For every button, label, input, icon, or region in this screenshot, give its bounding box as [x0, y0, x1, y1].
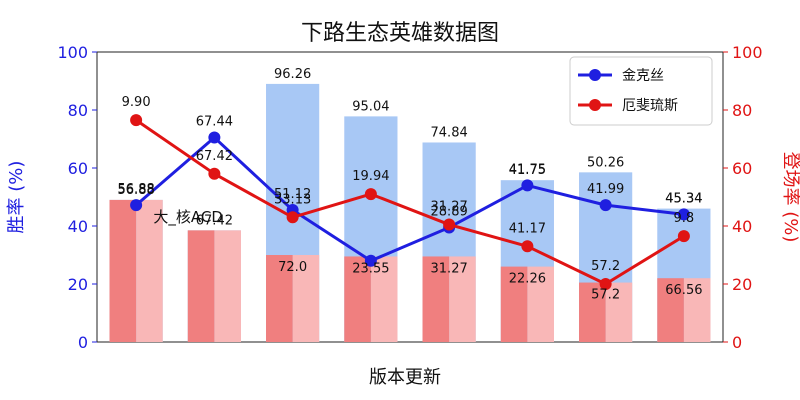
series-point-0 — [677, 208, 690, 221]
series-value-label-1: 19.94 — [352, 169, 389, 184]
series-point-0 — [599, 199, 612, 212]
series-value-label-1: 41.17 — [509, 221, 546, 236]
blue-bar-value-label: 96.26 — [274, 67, 311, 82]
red-bar-front — [344, 256, 371, 342]
red-bar-back — [605, 282, 633, 342]
annotation-label: 大_核ACD — [153, 208, 223, 227]
series-value-label-0: 41.75 — [509, 162, 546, 177]
red-bar-back — [683, 278, 711, 342]
red-bar-back — [449, 256, 476, 342]
legend-label-aphelios: 厄斐琉斯 — [622, 98, 678, 114]
y-axis-label-right: 登场率 (%) — [780, 152, 800, 243]
red-bar-value-label: 22.26 — [509, 272, 546, 287]
red-bar-back — [136, 199, 163, 342]
blue-bar-value-label: 56.88 — [118, 183, 155, 198]
red-bar-value-label: 23.55 — [352, 261, 389, 276]
red-bar-front — [422, 256, 450, 342]
blue-bar-value-label: 67.42 — [196, 213, 233, 228]
x-axis-label: 版本更新 — [369, 367, 441, 388]
red-bar-front — [657, 278, 684, 342]
red-bar-front — [109, 199, 137, 342]
series-value-label-0: 41.99 — [587, 182, 624, 197]
series-point-1 — [208, 167, 221, 180]
red-bar-front — [266, 255, 293, 342]
blue-bar-value-label: 45.34 — [665, 192, 702, 207]
series-value-label-0: 67.44 — [196, 115, 233, 130]
line-layer — [130, 114, 690, 290]
red-bar-back — [292, 255, 320, 342]
red-bar-value-label: 31.27 — [431, 261, 468, 276]
chart-title: 下路生态英雄数据图 — [301, 21, 499, 46]
plot-area: 0 0 20 20 40 40 60 60 80 80 100 100 — [57, 43, 762, 352]
y-tick-label-left: 80 — [68, 101, 88, 120]
series-point-1 — [443, 218, 456, 231]
y-tick-label-right: 40 — [732, 217, 752, 236]
series-line-1 — [135, 118, 685, 286]
red-bar-front — [579, 282, 606, 342]
series-value-label-0: 28.89 — [431, 204, 468, 219]
red-bar-front — [500, 266, 528, 342]
legend-label-jinx: 金克丝 — [622, 68, 664, 84]
y-tick-label-right: 80 — [732, 101, 752, 120]
red-bar-value-label: 72.0 — [278, 260, 307, 275]
series-point-1 — [599, 278, 612, 290]
legend: 金克丝 厄斐琉斯 — [569, 56, 713, 126]
series-point-1 — [130, 114, 143, 127]
red-bar-value-label: 66.56 — [665, 283, 702, 298]
y-tick-label-right: 60 — [732, 159, 752, 178]
red-bar-value-label: 57.2 — [591, 288, 620, 303]
y-tick-label-right: 0 — [732, 333, 742, 352]
plot-frame — [96, 51, 724, 343]
series-point-0 — [130, 199, 143, 212]
series-point-0 — [521, 179, 534, 192]
red-bar-back — [370, 256, 398, 342]
y-tick-label-left: 100 — [57, 43, 88, 62]
series-point-1 — [364, 188, 377, 201]
series-point-1 — [286, 211, 299, 224]
series-value-label-0: 56.88 — [118, 182, 155, 197]
series-line-0 — [135, 136, 685, 263]
y-tick-label-left: 0 — [78, 333, 88, 352]
series-value-label-1: 57.2 — [591, 259, 620, 274]
y-tick-label-right: 100 — [732, 43, 763, 62]
bar-layer — [109, 83, 711, 343]
y-tick-label-left: 40 — [68, 217, 88, 236]
legend-marker-aphelios — [589, 99, 601, 111]
series-value-label-1: 67.42 — [196, 149, 233, 164]
series-value-label-1: 9.8 — [674, 211, 695, 226]
y-tick-label-left: 20 — [68, 275, 88, 294]
y-tick-label-left: 60 — [68, 159, 88, 178]
red-bar-back — [214, 230, 241, 342]
series-point-1 — [521, 240, 534, 253]
series-value-label-0: 45.34 — [665, 191, 702, 206]
red-bar-back — [527, 266, 554, 342]
series-point-1 — [677, 230, 690, 243]
red-bar-front — [187, 230, 215, 342]
legend-marker-jinx — [589, 69, 601, 81]
blue-bar-value-label: 74.84 — [431, 125, 468, 140]
series-value-label-1: 9.90 — [122, 95, 151, 110]
series-point-0 — [364, 254, 377, 267]
y-axis-label-left: 胜率 (%) — [6, 161, 27, 234]
blue-bar-value-label: 41.75 — [509, 163, 546, 178]
data-labels: 56.88 67.42 96.26 72.0 95.04 23.55 74.84 31.27 4… — [118, 67, 703, 303]
series-value-label-0: 51.12 — [274, 187, 311, 202]
blue-bar-value-label: 50.26 — [587, 155, 624, 170]
series-value-label-1: 31.27 — [431, 200, 468, 215]
y-tick-label-right: 20 — [732, 275, 752, 294]
blue-bar-value-label: 95.04 — [352, 99, 389, 114]
series-value-label-1: 33.13 — [274, 192, 311, 207]
series-point-0 — [208, 131, 221, 144]
